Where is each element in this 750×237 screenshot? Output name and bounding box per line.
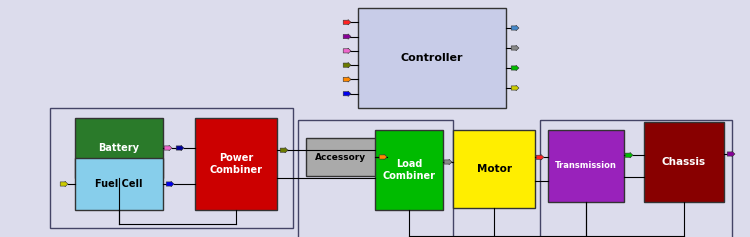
Bar — [453, 130, 535, 208]
Bar — [540, 120, 732, 237]
Bar — [644, 122, 724, 202]
Bar — [75, 158, 163, 210]
FancyArrow shape — [344, 62, 351, 68]
FancyArrow shape — [344, 20, 351, 25]
FancyArrow shape — [512, 25, 519, 31]
FancyArrow shape — [444, 159, 452, 165]
Bar — [50, 108, 293, 228]
FancyArrow shape — [166, 181, 174, 187]
FancyArrow shape — [344, 91, 351, 96]
Bar — [75, 118, 163, 178]
Bar — [548, 130, 624, 202]
FancyArrow shape — [512, 85, 519, 91]
FancyArrow shape — [380, 154, 387, 160]
FancyArrow shape — [344, 48, 351, 54]
FancyArrow shape — [176, 145, 184, 151]
Bar — [358, 8, 506, 108]
Text: Load
Combiner: Load Combiner — [382, 159, 436, 181]
Bar — [298, 120, 453, 237]
Text: Controller: Controller — [400, 53, 464, 63]
Text: Power
Combiner: Power Combiner — [209, 153, 262, 175]
Text: Fuel Cell: Fuel Cell — [95, 179, 142, 189]
FancyArrow shape — [536, 155, 544, 160]
FancyArrow shape — [164, 145, 172, 151]
Text: Chassis: Chassis — [662, 157, 706, 167]
Text: Motor: Motor — [476, 164, 512, 174]
FancyArrow shape — [344, 77, 351, 82]
Bar — [195, 118, 277, 210]
Bar — [306, 138, 376, 176]
FancyArrow shape — [280, 147, 288, 153]
FancyArrow shape — [344, 34, 351, 39]
FancyArrow shape — [60, 181, 68, 187]
FancyArrow shape — [512, 45, 519, 51]
FancyArrow shape — [626, 152, 633, 158]
Bar — [375, 130, 443, 210]
FancyArrow shape — [728, 151, 735, 157]
Text: Accessory: Accessory — [316, 152, 367, 161]
Text: Transmission: Transmission — [555, 161, 617, 170]
Text: Battery: Battery — [98, 143, 140, 153]
FancyArrow shape — [512, 65, 519, 71]
